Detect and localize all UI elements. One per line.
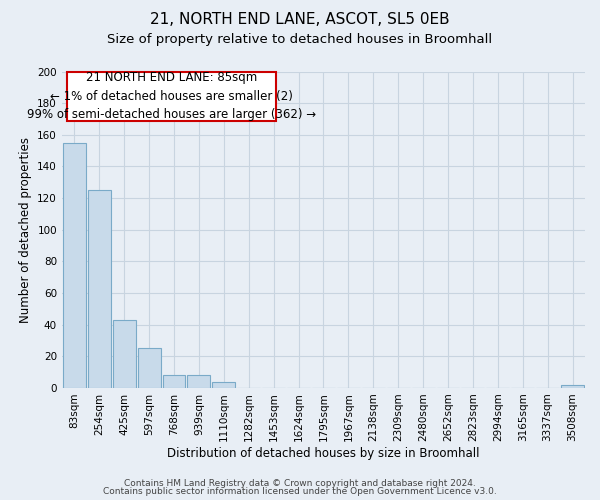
X-axis label: Distribution of detached houses by size in Broomhall: Distribution of detached houses by size … (167, 447, 480, 460)
Text: Size of property relative to detached houses in Broomhall: Size of property relative to detached ho… (107, 32, 493, 46)
Bar (163, 375, 185, 388)
Bar (88, 190, 111, 388)
Text: 21 NORTH END LANE: 85sqm
← 1% of detached houses are smaller (2)
99% of semi-det: 21 NORTH END LANE: 85sqm ← 1% of detache… (27, 71, 316, 121)
Text: Contains HM Land Registry data © Crown copyright and database right 2024.: Contains HM Land Registry data © Crown c… (124, 478, 476, 488)
Text: 21, NORTH END LANE, ASCOT, SL5 0EB: 21, NORTH END LANE, ASCOT, SL5 0EB (150, 12, 450, 28)
Bar (63, 142, 86, 388)
Bar (113, 320, 136, 388)
Bar (137, 348, 161, 388)
Bar (187, 375, 211, 388)
Y-axis label: Number of detached properties: Number of detached properties (19, 136, 32, 322)
Bar (212, 382, 235, 388)
Bar (561, 384, 584, 388)
Text: Contains public sector information licensed under the Open Government Licence v3: Contains public sector information licen… (103, 487, 497, 496)
FancyBboxPatch shape (67, 72, 277, 120)
